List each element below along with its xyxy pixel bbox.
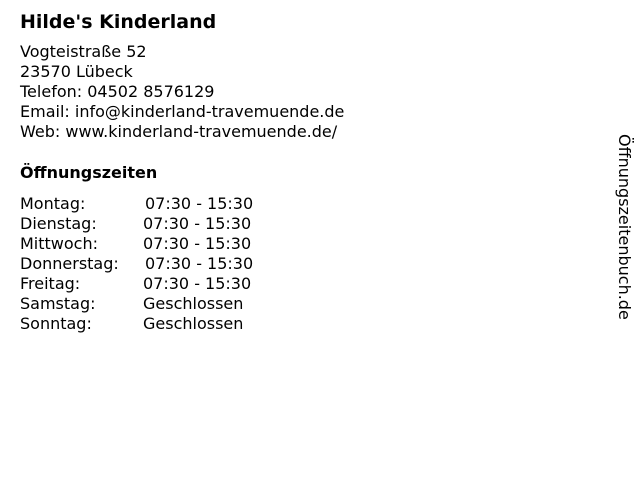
time: 07:30 - 15:30: [145, 194, 254, 213]
street: Vogteistraße 52: [20, 42, 147, 61]
time: 07:30 - 15:30: [145, 254, 254, 273]
day: Donnerstag:: [20, 254, 119, 273]
hours-row: Dienstag: 07:30 - 15:30: [20, 214, 253, 234]
hours-heading: Öffnungszeiten: [20, 163, 158, 182]
address-block: Vogteistraße 52 23570 Lübeck Telefon: 04…: [20, 42, 344, 142]
time: 07:30 - 15:30: [143, 274, 252, 293]
phone: Telefon: 04502 8576129: [20, 82, 215, 101]
hours-row: Sonntag: Geschlossen: [20, 314, 253, 334]
day: Montag:: [20, 194, 86, 213]
hours-row: Samstag: Geschlossen: [20, 294, 253, 314]
side-brand-link[interactable]: Öffnungszeitenbuch.de: [615, 134, 634, 320]
website: Web: www.kinderland-travemuende.de/: [20, 122, 338, 141]
day: Freitag:: [20, 274, 81, 293]
hours-table: Montag: 07:30 - 15:30 Dienstag: 07:30 - 15…: [20, 194, 253, 334]
hours-row: Montag: 07:30 - 15:30: [20, 194, 253, 214]
hours-row: Donnerstag: 07:30 - 15:30: [20, 254, 253, 274]
time: Geschlossen: [143, 314, 244, 333]
time: 07:30 - 15:30: [143, 234, 252, 253]
time: Geschlossen: [143, 294, 244, 313]
email: Email: info@kinderland-travemuende.de: [20, 102, 345, 121]
day: Mittwoch:: [20, 234, 98, 253]
hours-row: Mittwoch: 07:30 - 15:30: [20, 234, 253, 254]
business-name: Hilde's Kinderland: [20, 11, 217, 33]
day: Samstag:: [20, 294, 96, 313]
day: Dienstag:: [20, 214, 97, 233]
time: 07:30 - 15:30: [143, 214, 252, 233]
day: Sonntag:: [20, 314, 92, 333]
hours-row: Freitag: 07:30 - 15:30: [20, 274, 253, 294]
city: 23570 Lübeck: [20, 62, 133, 81]
